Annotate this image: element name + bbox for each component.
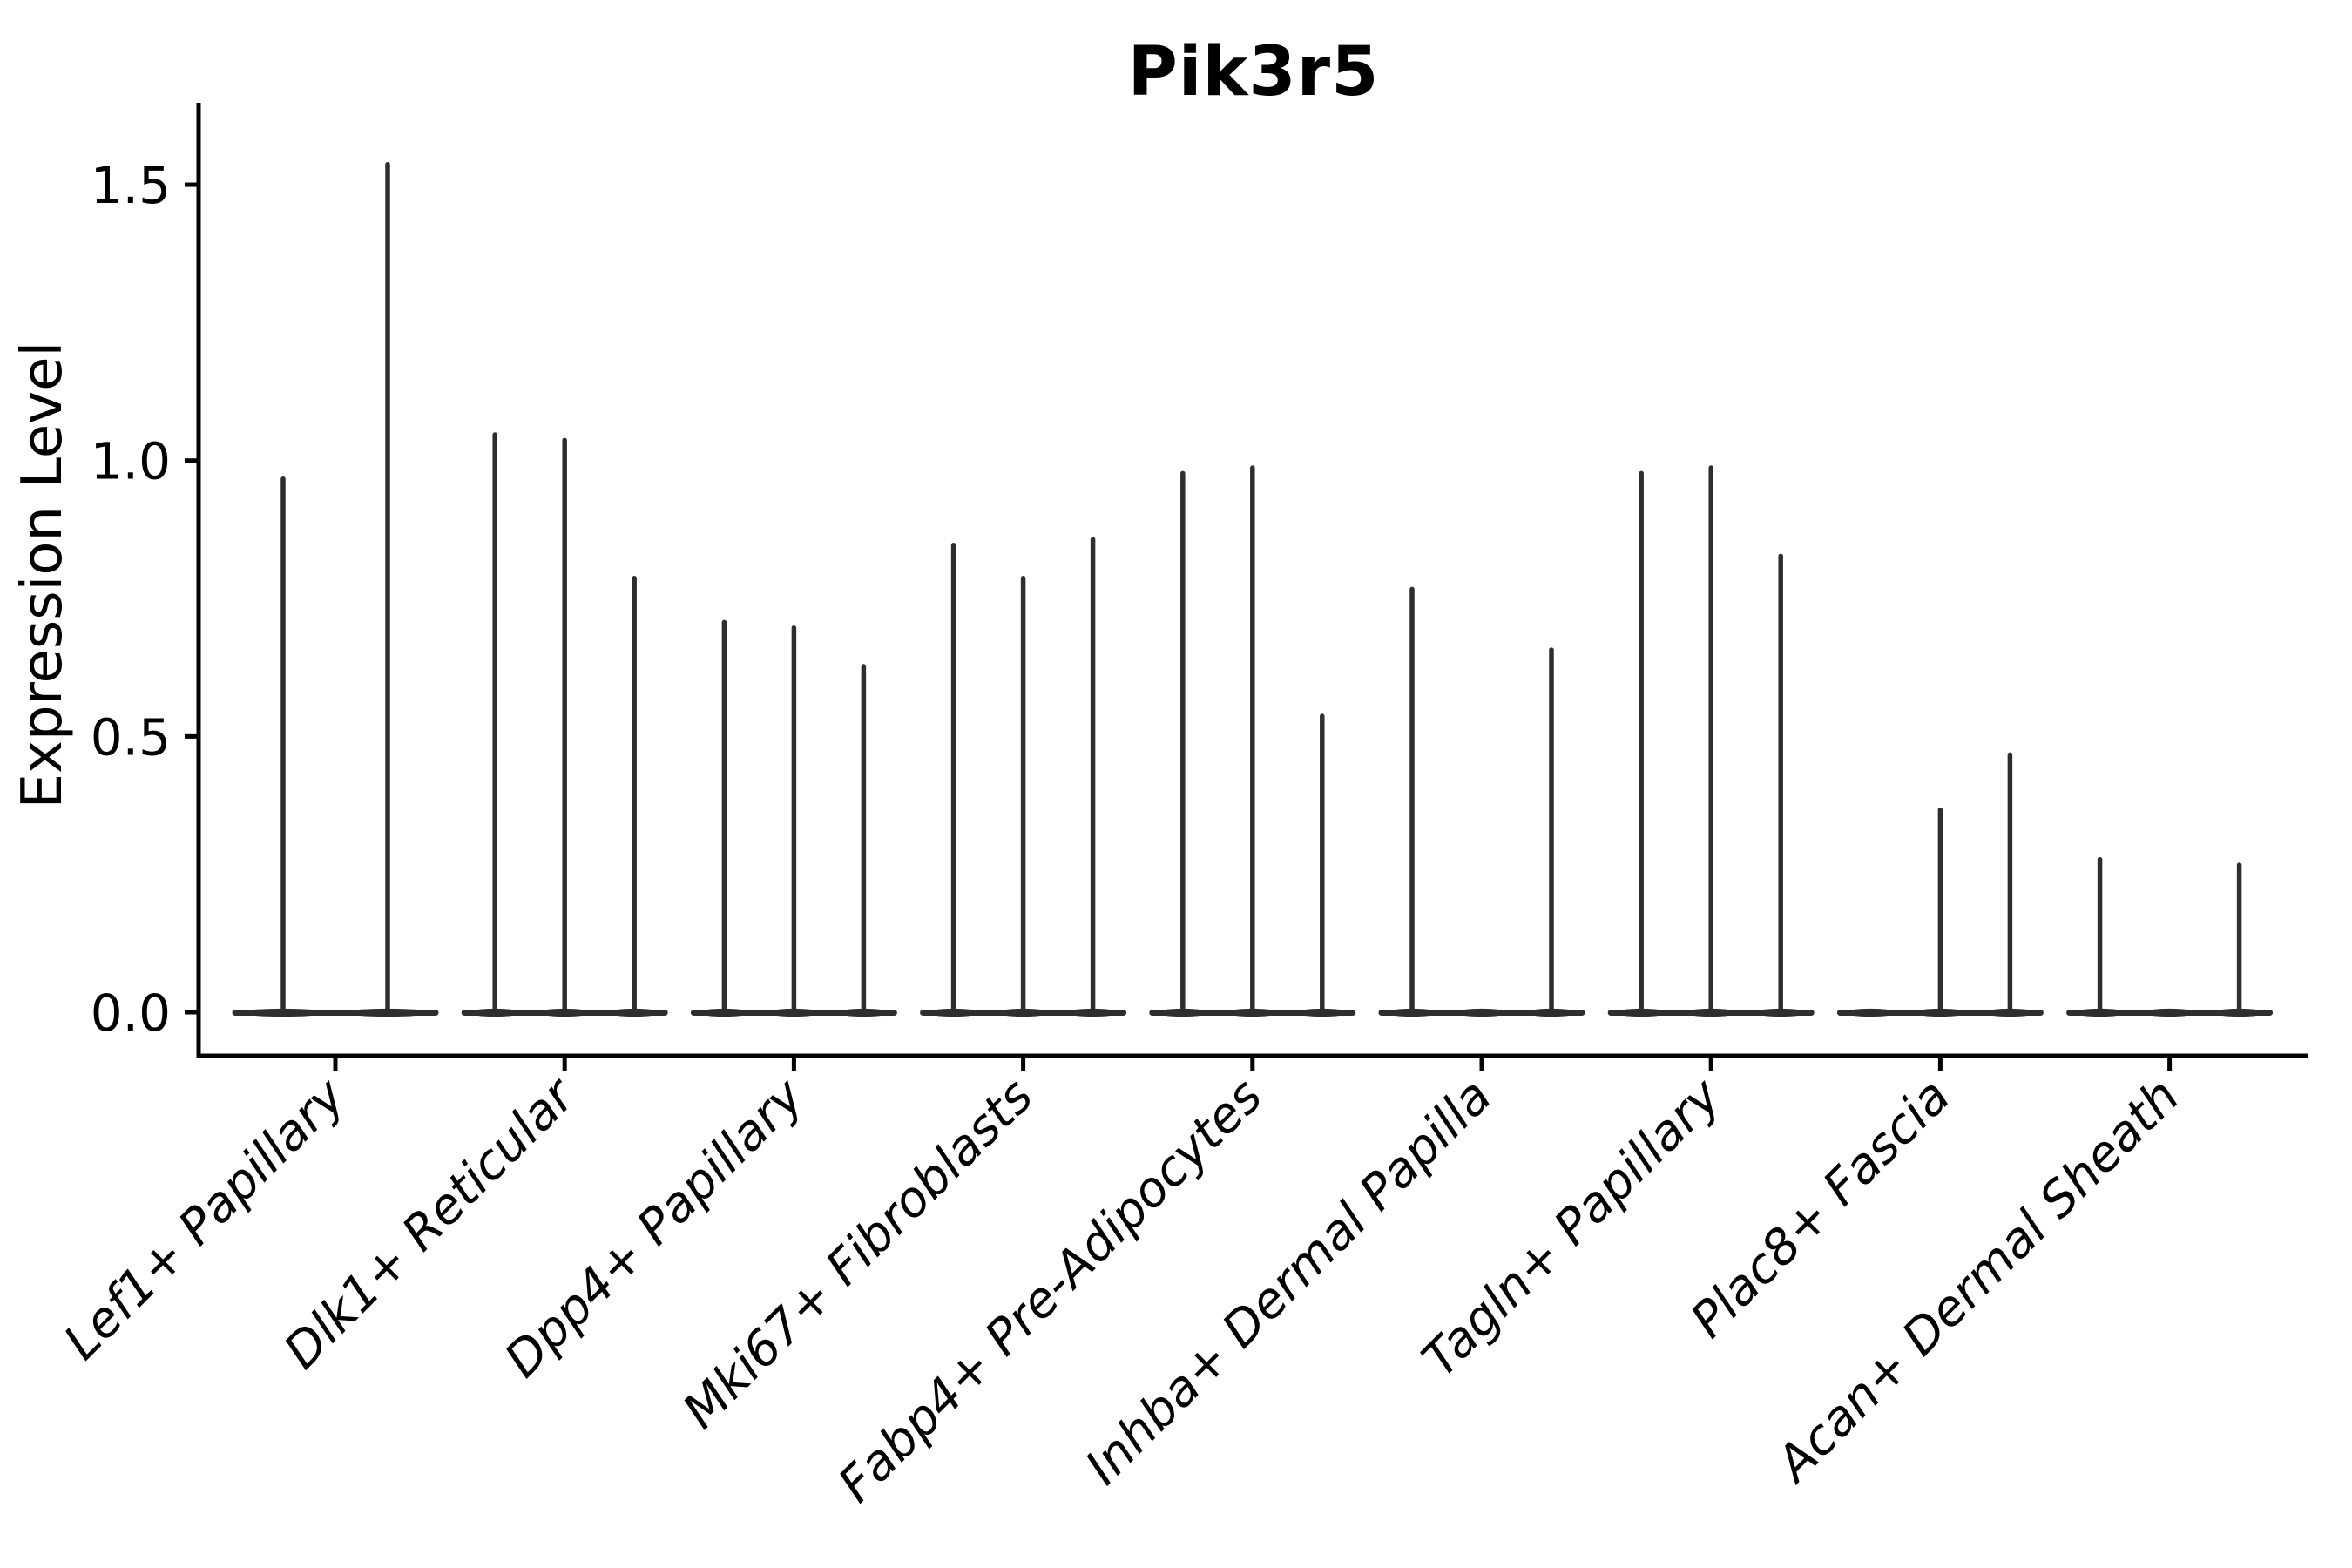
y-tick-label: 1.0 — [91, 432, 171, 491]
y-tick-label: 0.5 — [91, 707, 171, 767]
x-tick-label: Acan+ Dermal Sheath — [1764, 1068, 2190, 1494]
x-tick-label: Fabp4+ Pre-Adipocytes — [828, 1068, 1273, 1513]
y-tick-label: 0.0 — [91, 983, 171, 1043]
x-tick-label: Inhba+ Dermal Papilla — [1075, 1068, 1503, 1496]
chart-title: Pik3r5 — [1127, 33, 1380, 112]
violin-base-bump — [1844, 1008, 1897, 1017]
violin-base-bump — [1456, 1008, 1508, 1017]
y-tick-label: 1.5 — [91, 156, 171, 215]
violin-base-bump — [2143, 1008, 2196, 1017]
